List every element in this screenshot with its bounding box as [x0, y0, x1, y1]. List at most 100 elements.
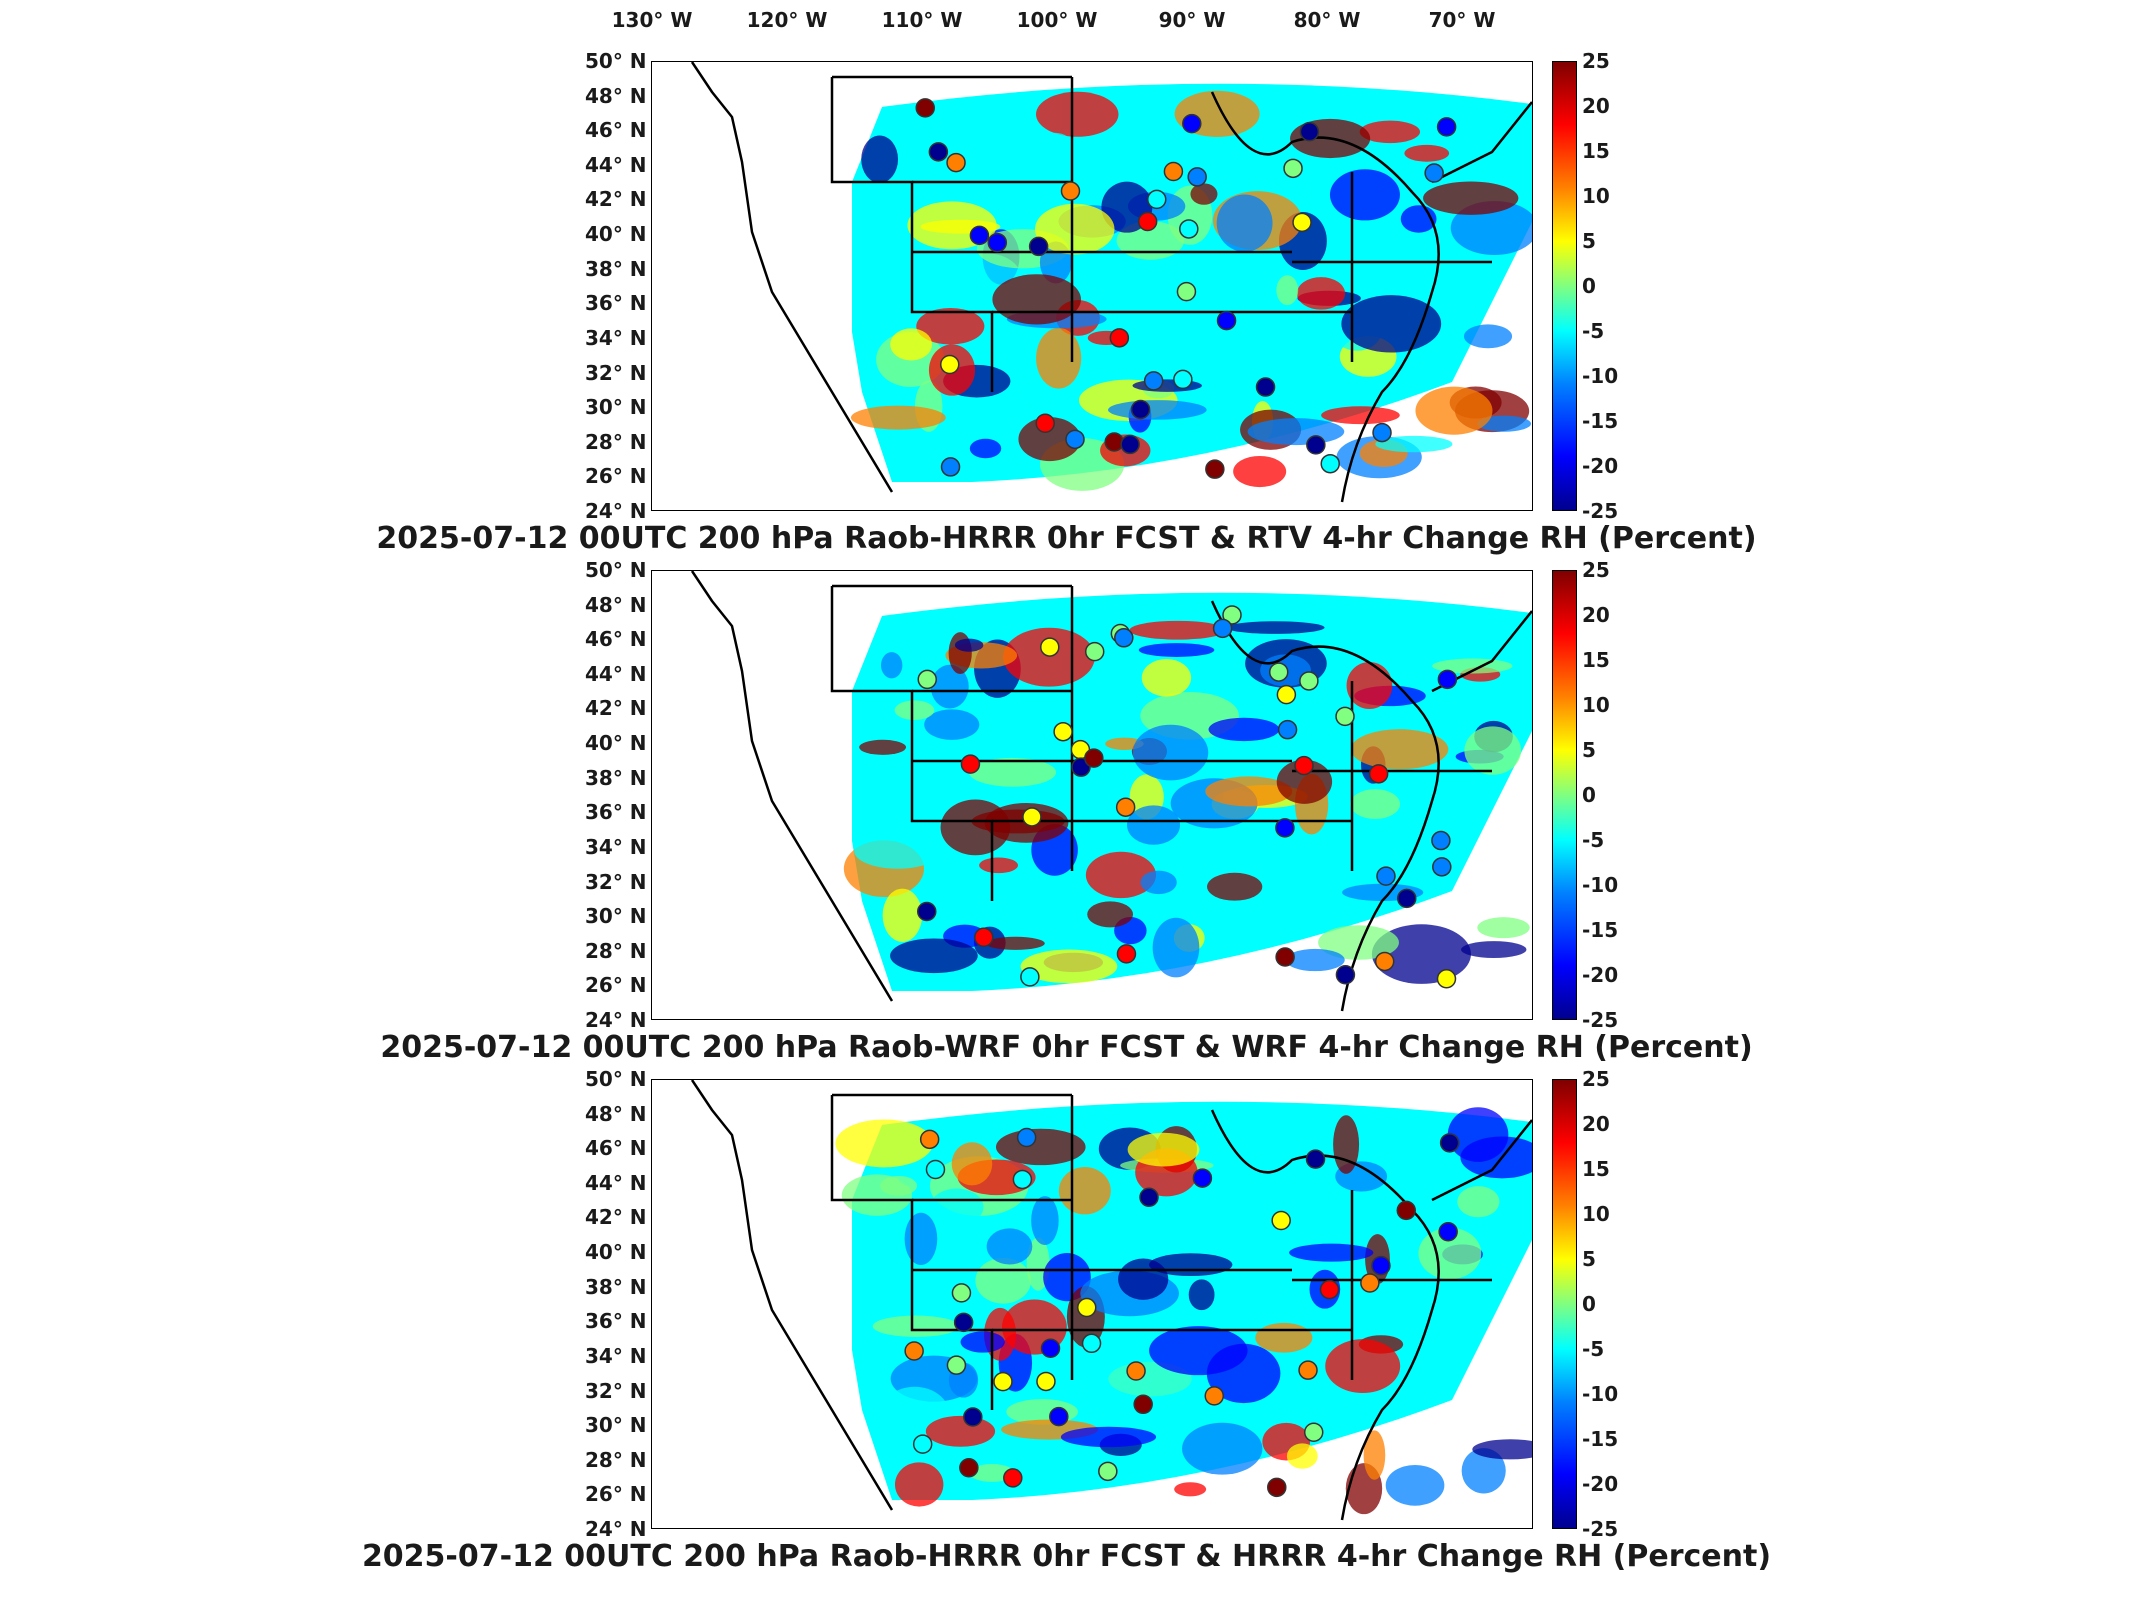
rh-change-map	[651, 61, 1533, 511]
raob-station-marker	[1139, 1187, 1159, 1207]
raob-station-marker	[1436, 117, 1457, 137]
rh-change-patch	[1375, 435, 1453, 453]
panel-title: 2025-07-12 00UTC 200 hPa Raob-HRRR 0hr F…	[361, 1539, 1772, 1574]
raob-station-marker	[1126, 1361, 1146, 1381]
rh-change-patch	[1034, 203, 1115, 255]
lat-label: 48° N	[585, 83, 647, 108]
raob-station-marker	[1276, 684, 1297, 705]
state-boundary-line	[830, 584, 1072, 901]
raob-station-marker	[1396, 888, 1417, 909]
rh-change-patch	[979, 857, 1019, 874]
raob-station-marker	[1267, 1477, 1287, 1498]
colorbar-tick-label: 10	[1582, 693, 1610, 717]
raob-station-marker	[1222, 605, 1242, 625]
lon-label: 70° W	[1428, 8, 1496, 32]
rh-change-patch	[1127, 805, 1181, 845]
lat-label: 28° N	[585, 938, 647, 963]
raob-station-marker	[928, 142, 949, 162]
rh-change-patch	[1031, 1196, 1059, 1246]
colorbar-tick-label: 0	[1582, 1292, 1596, 1316]
rh-change-patch	[850, 405, 946, 430]
raob-station-marker	[1439, 1133, 1460, 1153]
colorbar-tick-label: 20	[1582, 603, 1610, 627]
colorbar-tick-label: -10	[1582, 364, 1619, 388]
rh-change-patch	[1385, 1464, 1445, 1506]
lat-label: 50° N	[585, 1067, 647, 1091]
rh-change-patch	[1341, 295, 1442, 353]
rh-change-patch	[1035, 91, 1119, 137]
rh-change-patch	[1034, 132, 1074, 162]
colorbar	[1552, 570, 1577, 1020]
raob-station-marker	[1081, 1333, 1102, 1354]
state-boundary-line	[1292, 101, 1532, 362]
rh-change-patch	[1020, 949, 1118, 984]
colorbar-tick-label: -25	[1582, 499, 1619, 523]
rh-change-patch	[1350, 789, 1401, 820]
lat-label: 34° N	[585, 1343, 647, 1368]
state-boundary-line	[1210, 1109, 1440, 1521]
rh-change-patch	[1457, 1186, 1500, 1218]
state-boundary-line	[912, 1095, 1352, 1380]
raob-station-marker	[1173, 369, 1193, 390]
rh-change-patch	[1188, 1279, 1215, 1311]
raob-station-marker	[1376, 866, 1396, 886]
lat-label: 36° N	[585, 800, 647, 825]
rh-change-patch	[1363, 1430, 1386, 1480]
rh-change-patch	[985, 936, 1045, 950]
raob-station-marker	[1306, 435, 1326, 455]
raob-station-marker	[1143, 371, 1164, 391]
state-boundary-line	[830, 75, 1072, 392]
raob-station-marker	[1120, 434, 1140, 455]
lat-label: 24° N	[585, 1008, 647, 1032]
rh-change-patch	[1190, 183, 1218, 205]
rh-change-patch	[1107, 400, 1207, 420]
raob-station-marker	[1299, 121, 1320, 142]
rh-change-patch	[1226, 621, 1325, 634]
raob-station-marker	[1176, 281, 1197, 302]
rh-change-patch	[1477, 415, 1531, 432]
lat-label: 38° N	[585, 256, 647, 281]
lat-label: 42° N	[585, 187, 647, 212]
rh-change-patch	[894, 700, 935, 721]
raob-station-marker	[1374, 951, 1395, 972]
raob-station-marker	[915, 98, 935, 118]
rh-change-patch	[1255, 1322, 1313, 1353]
raob-station-marker	[1049, 1406, 1069, 1427]
raob-station-marker	[1431, 830, 1451, 851]
raob-station-marker	[1028, 236, 1049, 257]
raob-station-marker	[946, 152, 966, 173]
map-panel-2: 50° N 48° N 46° N 44° N 42° N 40° N 38° N 36° N…	[0, 558, 2133, 1077]
raob-station-marker	[917, 901, 937, 922]
colorbar-tick-label: 0	[1582, 274, 1596, 298]
raob-station-marker	[1116, 944, 1137, 964]
raob-station-marker	[1179, 219, 1199, 239]
raob-station-marker	[1298, 1360, 1318, 1380]
colorbar-tick-label: 25	[1582, 558, 1610, 582]
map-panel-1: 50° N 48° N 46° N 44° N 42° N 40° N 38° N 36° N…	[0, 49, 2133, 568]
raob-station-marker	[1212, 618, 1233, 639]
lat-label: 40° N	[585, 1240, 647, 1265]
rh-change-patch	[1289, 1243, 1374, 1262]
rh-change-patch	[1003, 627, 1095, 687]
colorbar-tick-label: -5	[1582, 1337, 1605, 1361]
rh-change-patch	[1477, 917, 1530, 939]
rh-change-patch	[890, 938, 978, 974]
colorbar-tick-label: 15	[1582, 1157, 1610, 1181]
raob-station-marker	[1205, 459, 1225, 479]
raob-station-marker	[1335, 706, 1355, 727]
rh-change-patch	[904, 1212, 938, 1266]
raob-station-marker	[1303, 1422, 1324, 1442]
colorbar-tick-label: 5	[1582, 738, 1596, 762]
colorbar-tick-label: -20	[1582, 1472, 1619, 1496]
rh-change-patch	[1127, 1132, 1200, 1167]
raob-station-marker	[1020, 967, 1040, 987]
rh-change-patch	[1058, 1167, 1111, 1215]
raob-station-marker	[1114, 628, 1134, 648]
rh-change-patch	[1404, 144, 1450, 162]
lat-label: 46° N	[585, 118, 647, 143]
rh-change-patch	[1149, 1326, 1248, 1376]
raob-station-marker	[1320, 453, 1340, 474]
raob-station-marker	[1292, 212, 1312, 233]
rh-change-patch	[1276, 275, 1299, 306]
lat-label: 24° N	[585, 1517, 647, 1541]
